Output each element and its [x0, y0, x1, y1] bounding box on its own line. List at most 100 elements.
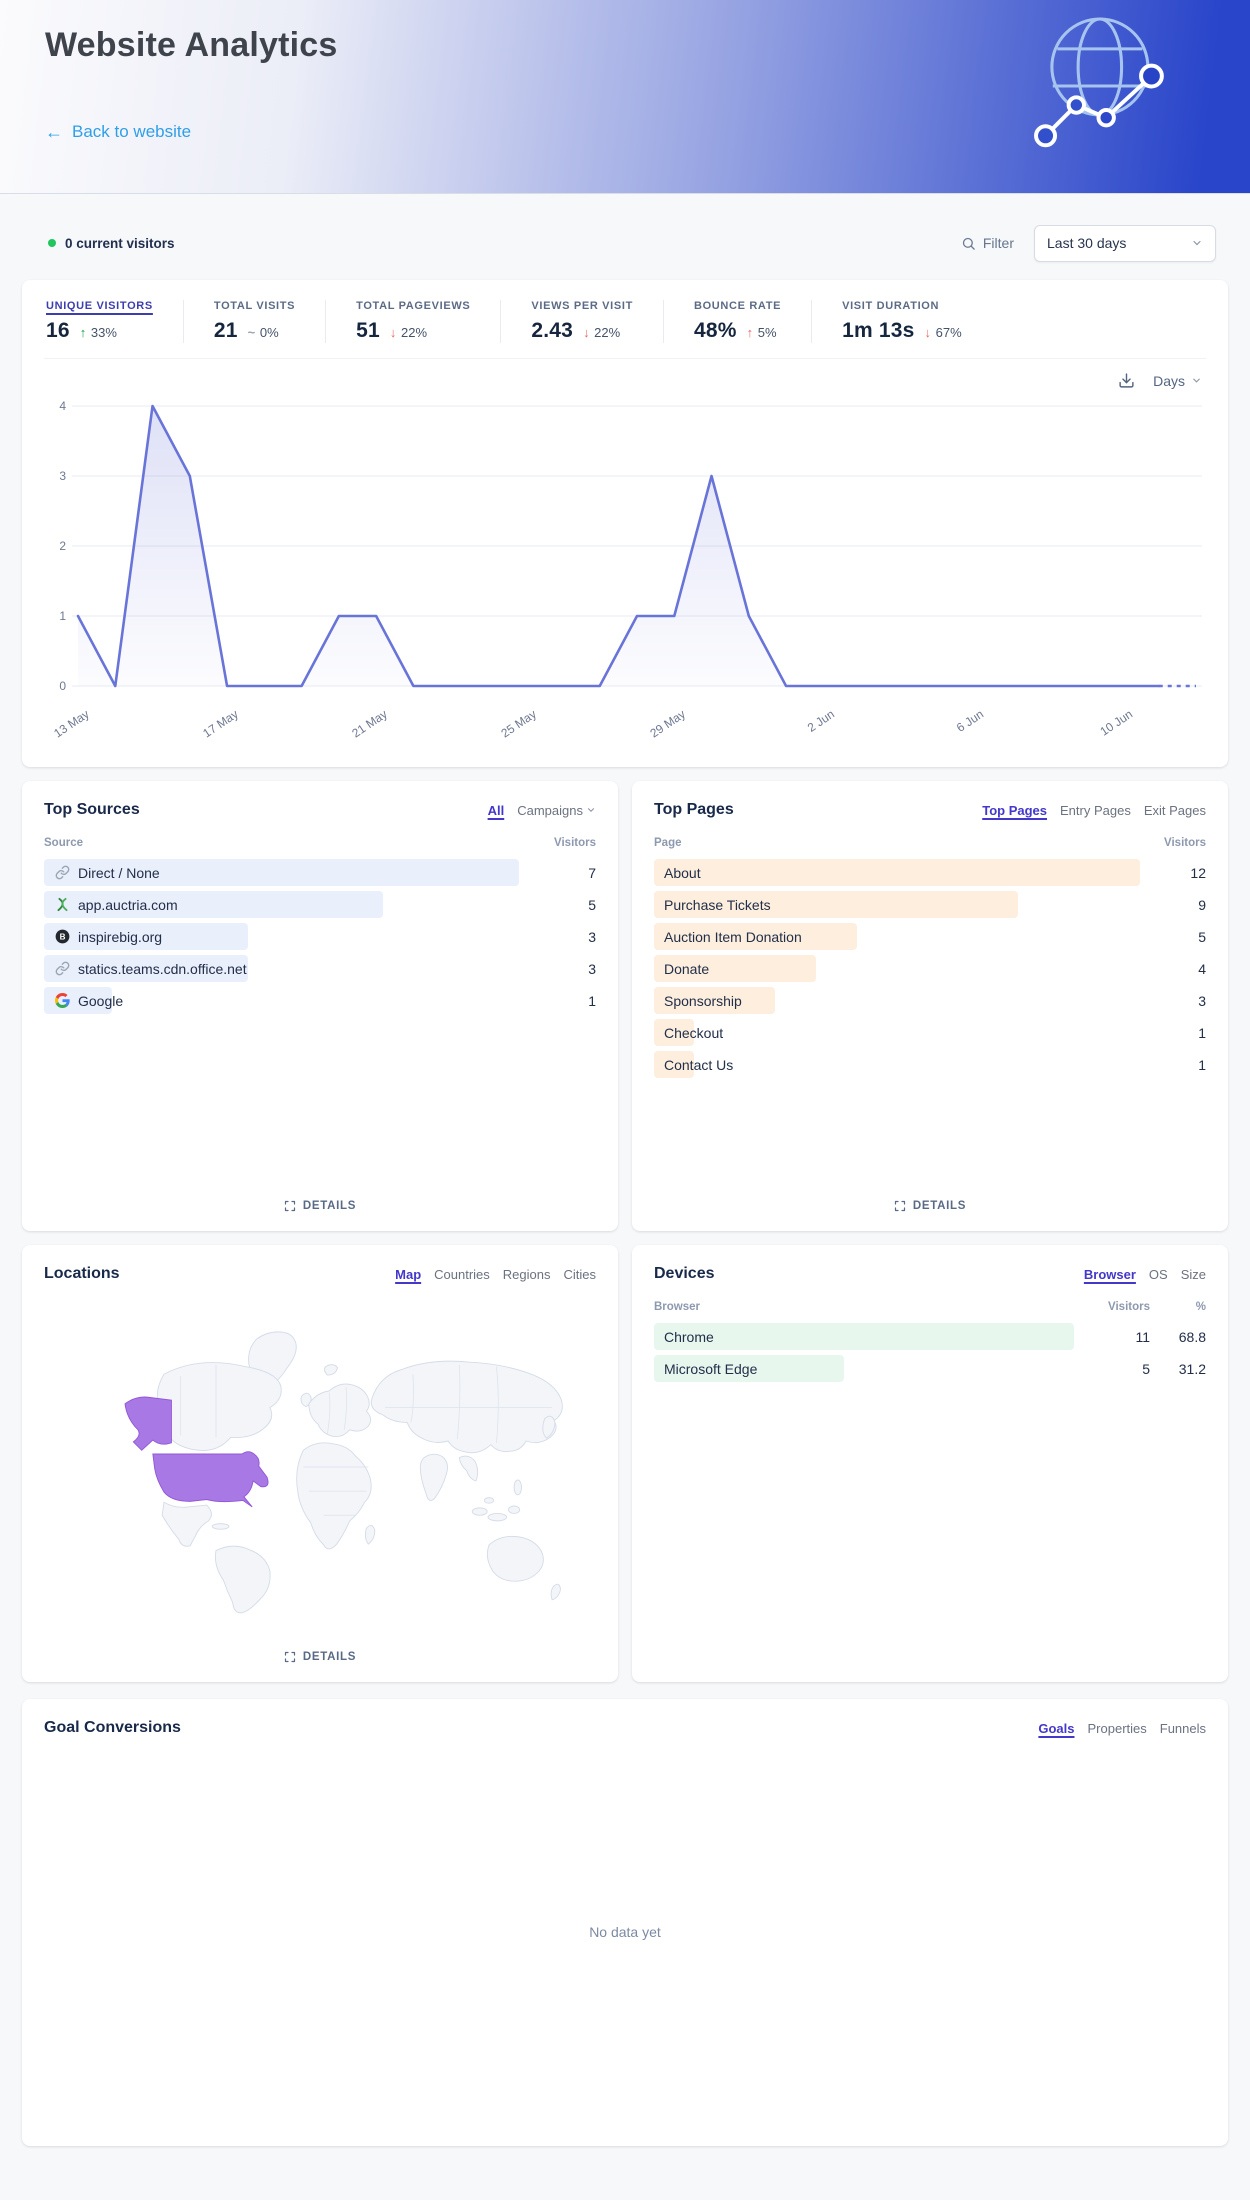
delta-arrow-icon: ↓	[924, 325, 932, 340]
device-row-chrome[interactable]: Chrome 11 68.8	[654, 1323, 1206, 1350]
row-percent: 31.2	[1178, 1360, 1206, 1377]
tab-top-pages[interactable]: Top Pages	[982, 802, 1048, 818]
metric-delta: ~ 0%	[247, 325, 279, 340]
filter-button[interactable]: Filter	[961, 235, 1014, 251]
row-visitors: 5	[1198, 928, 1206, 945]
tab-goals[interactable]: Goals	[1038, 1720, 1075, 1736]
tab-properties[interactable]: Properties	[1087, 1720, 1147, 1736]
sources-details-button[interactable]: DETAILS	[278, 1199, 362, 1213]
page-row-purchase-tickets[interactable]: Purchase Tickets 9	[654, 891, 1206, 918]
live-indicator-dot	[48, 239, 56, 247]
locations-details-button[interactable]: DETAILS	[278, 1650, 362, 1664]
map-region-canada[interactable]	[156, 1361, 282, 1451]
pages-details-button[interactable]: DETAILS	[888, 1199, 972, 1213]
inspirebig-favicon-icon: B	[55, 929, 69, 944]
page-row-about[interactable]: About 12	[654, 859, 1206, 886]
row-visitors: 12	[1190, 864, 1206, 881]
tab-cities[interactable]: Cities	[563, 1266, 596, 1282]
row-label: About	[664, 864, 701, 881]
chart-controls: Days	[44, 359, 1206, 392]
source-row-statics-teams-cdn-office-net[interactable]: statics.teams.cdn.office.net 3	[44, 955, 596, 982]
metric-visit-duration[interactable]: VISIT DURATION 1m 13s ↓ 67%	[811, 300, 992, 343]
tab-all[interactable]: All	[487, 802, 505, 818]
row-label: Contact Us	[664, 1056, 734, 1073]
page-row-checkout[interactable]: Checkout 1	[654, 1019, 1206, 1046]
source-row-direct-none[interactable]: Direct / None 7	[44, 859, 596, 886]
svg-text:13 May: 13 May	[51, 707, 91, 741]
row-visitors: 1	[1198, 1056, 1206, 1073]
tab-countries[interactable]: Countries	[434, 1266, 490, 1282]
goal-conversions-panel: Goal Conversions Goals Properties Funnels …	[22, 1699, 1228, 2146]
row-label: Purchase Tickets	[664, 896, 771, 913]
svg-text:2 Jun: 2 Jun	[805, 707, 837, 735]
svg-text:25 May: 25 May	[498, 707, 538, 741]
map-region-europe[interactable]	[308, 1383, 372, 1437]
metric-total-pageviews[interactable]: TOTAL PAGEVIEWS 51 ↓ 22%	[325, 300, 500, 343]
map-region-asia[interactable]	[370, 1360, 563, 1453]
metric-value: 16	[46, 319, 70, 342]
world-map[interactable]	[60, 1311, 580, 1623]
map-region-australia[interactable]	[486, 1535, 544, 1582]
map-region-united-states[interactable]	[152, 1450, 269, 1507]
current-visitors[interactable]: 0 current visitors	[48, 236, 175, 251]
tab-os[interactable]: OS	[1148, 1266, 1168, 1282]
back-to-website-link[interactable]: ← Back to website	[45, 122, 191, 142]
map-region-africa[interactable]	[296, 1441, 372, 1549]
svg-text:2: 2	[59, 539, 66, 553]
metric-views-per-visit[interactable]: VIEWS PER VISIT 2.43 ↓ 22%	[500, 300, 663, 343]
metric-unique-visitors[interactable]: UNIQUE VISITORS 16 ↑ 33%	[44, 300, 183, 343]
svg-text:0: 0	[59, 679, 66, 693]
map-region-south-america[interactable]	[214, 1545, 271, 1613]
metric-value: 2.43	[531, 319, 574, 342]
date-range-select[interactable]: Last 30 days	[1034, 224, 1216, 262]
device-row-microsoft-edge[interactable]: Microsoft Edge 5 31.2	[654, 1355, 1206, 1382]
source-row-google[interactable]: Google 1	[44, 987, 596, 1014]
metric-delta: ↓ 67%	[924, 325, 962, 340]
details-label: DETAILS	[302, 1200, 357, 1212]
page-row-donate[interactable]: Donate 4	[654, 955, 1206, 982]
page-header: Website Analytics ← Back to website	[0, 0, 1250, 194]
top-pages-panel: Top Pages Top Pages Entry Pages Exit Pages…	[632, 781, 1228, 1231]
row-visitors: 7	[588, 864, 596, 881]
tab-map[interactable]: Map	[395, 1266, 422, 1282]
row-bar	[654, 891, 1019, 918]
export-download-button[interactable]	[1118, 372, 1135, 389]
devices-rows: Chrome 11 68.8 Microsoft Edge 5 31.2	[654, 1323, 1206, 1387]
map-region-alaska-united-states[interactable]	[124, 1396, 172, 1451]
back-link-label: Back to website	[72, 122, 192, 141]
svg-text:3: 3	[59, 469, 66, 483]
metric-delta: ↑ 5%	[746, 325, 777, 340]
interval-select[interactable]: Days	[1153, 373, 1202, 389]
devices-panel: Devices Browser OS Size Browser Visitors %…	[632, 1245, 1228, 1682]
row-percent: 68.8	[1178, 1328, 1206, 1345]
metric-delta: ↓ 22%	[583, 325, 621, 340]
row-bar	[654, 859, 1140, 886]
map-region-india[interactable]	[419, 1453, 448, 1501]
visitors-chart[interactable]: 0 1 2 3 4 13 May 17 May 21 May 25 May 29 May 2 Jun…	[44, 392, 1206, 754]
tab-size[interactable]: Size	[1180, 1266, 1206, 1282]
tab-campaigns[interactable]: Campaigns	[517, 803, 596, 818]
page-row-sponsorship[interactable]: Sponsorship 3	[654, 987, 1206, 1014]
metric-label: VIEWS PER VISIT	[531, 300, 633, 312]
svg-text:21 May: 21 May	[349, 707, 389, 741]
page-row-contact-us[interactable]: Contact Us 1	[654, 1051, 1206, 1078]
page-row-auction-item-donation[interactable]: Auction Item Donation 5	[654, 923, 1206, 950]
metric-label: BOUNCE RATE	[693, 300, 782, 312]
row-visitors: 4	[1198, 960, 1206, 977]
tab-funnels[interactable]: Funnels	[1159, 1720, 1206, 1736]
tab-entry-pages[interactable]: Entry Pages	[1060, 802, 1131, 818]
row-bar	[654, 1323, 1074, 1350]
locations-panel: Locations Map Countries Regions Cities	[22, 1245, 618, 1682]
tab-exit-pages[interactable]: Exit Pages	[1143, 802, 1206, 818]
source-row-app-auctria-com[interactable]: app.auctria.com 5	[44, 891, 596, 918]
row-bar	[654, 1051, 695, 1078]
row-bar	[654, 987, 776, 1014]
expand-icon	[284, 1651, 296, 1663]
map-region-mexico[interactable]	[161, 1501, 212, 1547]
tab-regions[interactable]: Regions	[502, 1266, 551, 1282]
metric-total-visits[interactable]: TOTAL VISITS 21 ~ 0%	[182, 300, 325, 343]
row-visitors: 3	[1198, 992, 1206, 1009]
tab-browser[interactable]: Browser	[1083, 1266, 1136, 1282]
metric-bounce-rate[interactable]: BOUNCE RATE 48% ↑ 5%	[662, 300, 811, 343]
